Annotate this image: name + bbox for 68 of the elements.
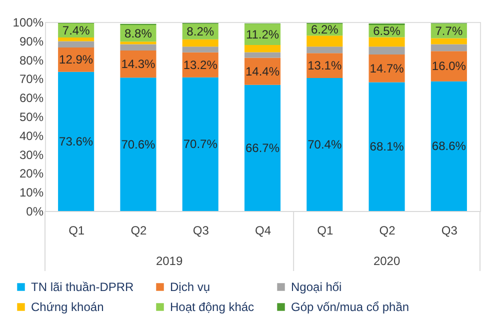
data-label: 6.2% [310, 22, 339, 37]
x-tick-label: Q3 [192, 224, 210, 238]
bar [368, 46, 405, 55]
data-label: 8.2% [186, 24, 214, 39]
data-label: 14.7% [370, 61, 404, 76]
data-label: 7.4% [62, 24, 90, 38]
bar [58, 72, 94, 211]
bar [430, 38, 467, 44]
y-tick-label: 60% [19, 91, 44, 106]
legend-label: Góp vốn/mua cổ phần [291, 300, 410, 314]
text: 2020 [373, 254, 400, 268]
x-tick-label: Q4 [254, 224, 272, 238]
bar [244, 45, 281, 52]
y-tick-label: 100% [12, 16, 44, 30]
data-label: 68.6% [432, 139, 466, 154]
bar [182, 77, 218, 211]
data-label: 73.6% [59, 134, 94, 148]
data-label: 68.1% [370, 140, 404, 154]
y-tick-label: 0% [26, 204, 44, 218]
legend-label: Chứng khoán [31, 300, 104, 314]
bar [430, 44, 467, 52]
data-label: 70.4% [308, 137, 342, 152]
x-tick-label: Q1 [317, 224, 334, 238]
bar [244, 52, 281, 58]
data-label: 16.0% [432, 59, 466, 74]
legend-label: Ngoại hối [291, 280, 342, 294]
data-label: 14.3% [121, 57, 156, 72]
y-tick-label: 40% [19, 128, 44, 143]
data-label: 13.1% [308, 58, 342, 73]
data-label: 11.2% [246, 27, 280, 42]
y-tick-label: 30% [19, 148, 44, 162]
data-label: 70.6% [121, 137, 156, 152]
data-label: 8.8% [124, 26, 152, 40]
bar [182, 39, 218, 47]
y-tick-label: 20% [19, 166, 44, 181]
legend-label: TN lãi thuần-DPRR [31, 280, 134, 294]
y-tick-label: 10% [19, 186, 44, 200]
bar [306, 46, 343, 54]
x-tick-label: Q1 [68, 224, 85, 238]
data-label: 6.5% [373, 24, 401, 38]
bar [182, 46, 218, 52]
bar [120, 42, 156, 44]
legend-label: Hoạt động khác [170, 300, 254, 314]
bar [120, 44, 156, 51]
x-tick-label: Q2 [379, 224, 396, 238]
bar [368, 37, 405, 47]
bar [368, 82, 405, 211]
bar [430, 81, 467, 211]
y-tick-label: 70% [19, 72, 44, 86]
bar [306, 36, 343, 47]
y-tick-label: 90% [19, 34, 44, 48]
x-tick-label: Q2 [130, 224, 148, 238]
x-tick-label: Q3 [441, 224, 458, 238]
bar [306, 78, 343, 211]
bar [120, 78, 156, 211]
legend-label: Dịch vụ [170, 280, 210, 294]
data-label: 70.7% [183, 137, 218, 152]
y-tick-label: 50% [19, 110, 44, 124]
bar [58, 41, 94, 48]
bar [58, 38, 94, 42]
data-label: 7.7% [435, 24, 463, 38]
text: 2019 [156, 254, 183, 268]
data-label: 14.4% [245, 64, 280, 78]
y-tick-label: 80% [19, 53, 44, 68]
data-label: 13.2% [183, 58, 218, 72]
data-label: 12.9% [59, 52, 94, 67]
data-label: 66.7% [245, 140, 280, 155]
bar [244, 84, 281, 211]
